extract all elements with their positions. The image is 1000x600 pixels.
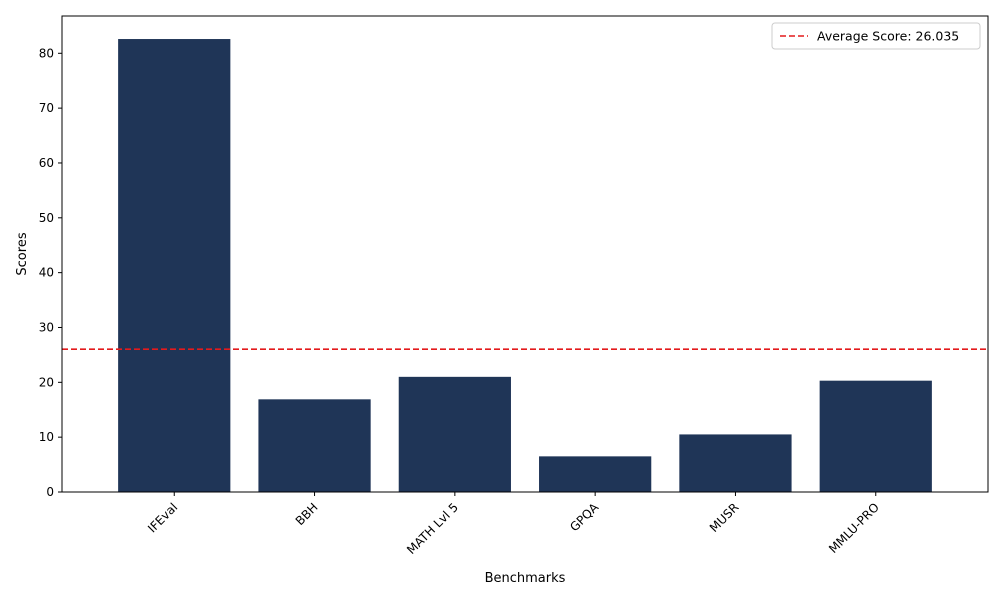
legend-box [771, 22, 981, 50]
y-tick-label: 30 [39, 320, 54, 334]
x-tick-label-bbh: BBH [293, 500, 321, 528]
legend: Average Score: 26.035 [771, 22, 981, 50]
bars-group [118, 39, 932, 492]
bar-musr [679, 434, 792, 492]
bar-math-lvl-5 [398, 376, 511, 492]
bar-bbh [258, 399, 371, 492]
x-axis-ticks: IFEval BBH MATH Lvl 5 GPQA MUSR MMLU-PRO [145, 492, 882, 557]
x-tick-label-musr: MUSR [707, 500, 742, 535]
bar-mmlu-pro [819, 380, 932, 492]
y-tick-label: 20 [39, 375, 54, 389]
x-tick-label-mmlu-pro: MMLU-PRO [826, 500, 882, 556]
y-tick-label: 70 [39, 101, 54, 115]
y-axis-label: Scores [15, 232, 30, 275]
y-tick-label: 0 [46, 485, 54, 499]
x-tick-label-gpqa: GPQA [567, 500, 602, 535]
legend-entry-average-score: Average Score: 26.035 [817, 29, 959, 44]
y-tick-label: 60 [39, 156, 54, 170]
plot-frame [61, 15, 989, 493]
y-tick-label: 50 [39, 211, 54, 225]
bar-ifeval [118, 39, 231, 492]
y-axis-ticks: 0 10 20 30 40 50 60 70 80 [39, 46, 62, 499]
x-axis-label: Benchmarks [485, 571, 566, 586]
y-tick-label: 10 [39, 430, 54, 444]
y-tick-label: 80 [39, 46, 54, 60]
x-tick-label-ifeval: IFEval [145, 500, 180, 535]
bar-gpqa [539, 456, 652, 492]
x-tick-label-math-lvl-5: MATH Lvl 5 [404, 500, 461, 557]
y-tick-label: 40 [39, 266, 54, 280]
